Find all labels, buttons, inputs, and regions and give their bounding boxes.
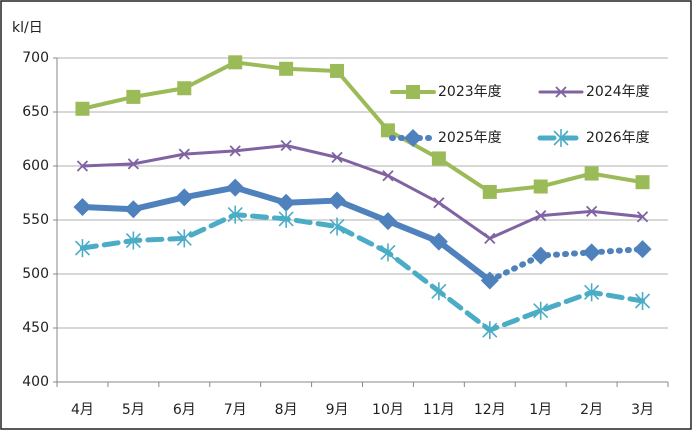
x-tick-label: 11月 xyxy=(423,402,455,418)
marker xyxy=(555,86,567,98)
legend-label: 2025年度 xyxy=(438,130,502,146)
marker xyxy=(533,301,549,320)
marker xyxy=(73,198,92,217)
marker xyxy=(480,271,499,290)
marker xyxy=(277,193,296,212)
marker xyxy=(177,81,192,96)
legend-item: 2026年度 xyxy=(537,129,650,147)
legend-item: 2023年度 xyxy=(390,84,502,100)
y-tick-label: 650 xyxy=(22,104,49,120)
marker xyxy=(634,292,651,310)
marker xyxy=(124,200,143,219)
marker xyxy=(126,89,141,104)
marker xyxy=(582,243,601,262)
marker xyxy=(404,129,422,147)
x-tick-label: 10月 xyxy=(372,402,404,418)
marker xyxy=(380,123,395,138)
marker xyxy=(74,239,91,258)
marker xyxy=(76,160,89,172)
marker xyxy=(330,63,345,78)
marker xyxy=(328,191,347,210)
marker xyxy=(431,151,446,166)
marker xyxy=(382,170,394,182)
marker xyxy=(280,139,292,152)
y-axis-label: kl/日 xyxy=(12,20,43,36)
y-tick-label: 700 xyxy=(22,50,49,66)
marker xyxy=(585,205,598,217)
legend-item: 2025年度 xyxy=(389,129,502,147)
marker xyxy=(279,61,294,76)
marker xyxy=(533,179,548,194)
marker xyxy=(633,240,652,259)
marker xyxy=(176,229,192,248)
marker xyxy=(482,321,498,340)
marker xyxy=(127,158,140,170)
marker xyxy=(229,145,241,157)
x-tick-label: 9月 xyxy=(326,402,349,418)
legend-label: 2026年度 xyxy=(586,130,650,146)
marker xyxy=(228,55,243,70)
marker xyxy=(278,209,294,228)
x-tick-label: 6月 xyxy=(173,402,196,418)
marker xyxy=(635,175,650,190)
marker xyxy=(227,205,243,224)
y-tick-label: 550 xyxy=(22,212,49,228)
marker xyxy=(380,243,396,262)
series-line xyxy=(80,60,645,194)
x-tick-label: 2月 xyxy=(580,402,603,418)
x-tick-label: 3月 xyxy=(631,402,654,418)
series-line xyxy=(79,212,646,333)
legend-item: 2024年度 xyxy=(538,84,650,100)
marker xyxy=(553,129,569,147)
series-line xyxy=(80,143,645,240)
marker xyxy=(75,101,90,116)
y-tick-label: 450 xyxy=(22,320,49,336)
marker xyxy=(329,217,345,236)
y-tick-label: 600 xyxy=(22,158,49,174)
y-tick-label: 400 xyxy=(22,374,49,390)
x-tick-label: 7月 xyxy=(224,402,247,418)
marker xyxy=(484,232,496,244)
marker xyxy=(406,85,420,99)
marker xyxy=(584,283,600,302)
x-tick-label: 8月 xyxy=(275,402,298,418)
marker xyxy=(378,212,397,231)
marker xyxy=(535,210,547,222)
legend-label: 2024年度 xyxy=(586,84,650,100)
series-line xyxy=(486,246,646,284)
marker xyxy=(584,166,599,181)
marker xyxy=(178,148,190,160)
marker xyxy=(636,211,649,223)
marker xyxy=(125,231,141,250)
x-tick-label: 1月 xyxy=(529,402,552,418)
marker xyxy=(226,178,245,197)
marker xyxy=(482,184,497,199)
y-tick-label: 500 xyxy=(22,266,49,282)
marker xyxy=(531,246,550,265)
x-tick-label: 5月 xyxy=(122,402,145,418)
marker xyxy=(429,232,448,251)
marker xyxy=(331,151,343,163)
legend-label: 2023年度 xyxy=(438,84,502,100)
marker xyxy=(431,282,447,301)
marker xyxy=(433,197,445,209)
x-tick-label: 12月 xyxy=(474,402,506,418)
marker xyxy=(175,188,194,207)
x-tick-label: 4月 xyxy=(71,402,94,418)
